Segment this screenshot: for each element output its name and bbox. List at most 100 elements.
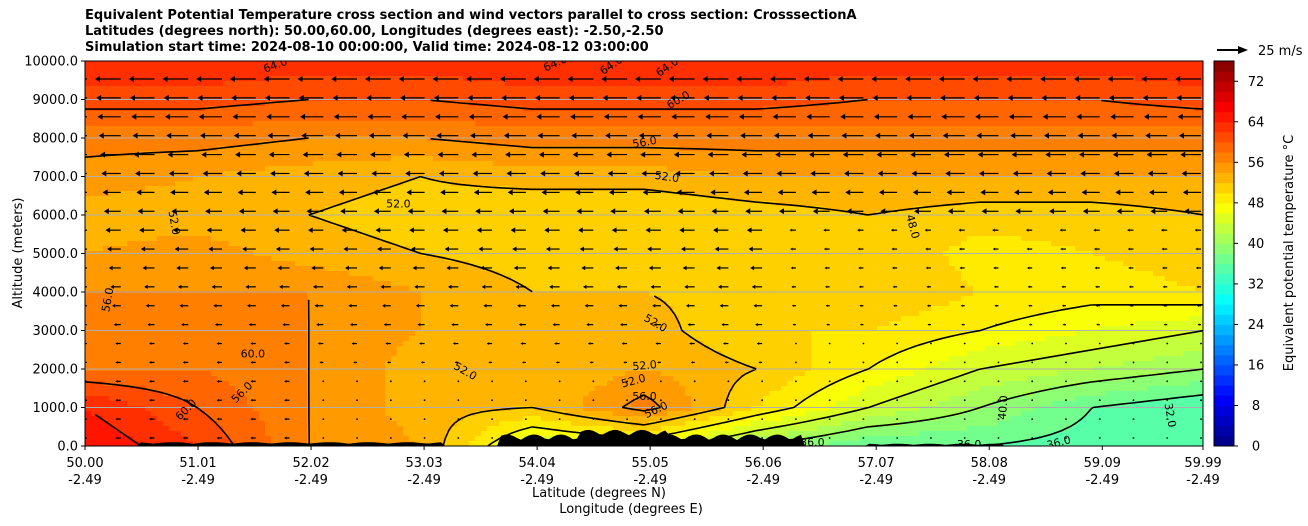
wind-vector-head	[682, 265, 687, 271]
wind-vector-head	[348, 303, 352, 308]
wind-vector-head	[279, 284, 283, 289]
wind-vector-head	[277, 265, 282, 271]
colorbar-level	[1214, 425, 1234, 437]
wind-vector-head	[652, 303, 656, 308]
colorbar-level	[1214, 324, 1234, 336]
wind-vector	[1166, 399, 1169, 402]
wind-vector-head	[102, 189, 108, 196]
contour-label: 52.0	[166, 210, 183, 236]
wind-vector-head	[500, 76, 506, 82]
wind-vector-head	[811, 189, 817, 196]
wind-vector	[1098, 342, 1101, 345]
wind-vector-head	[653, 322, 657, 327]
wind-vector-head	[82, 342, 84, 345]
colorbar-tick-label: 56	[1248, 156, 1265, 171]
wind-vector-head	[250, 417, 253, 421]
wind-vector-head	[549, 284, 553, 289]
wind-vector-head	[1150, 208, 1156, 215]
wind-vector-head	[568, 94, 574, 101]
wind-vector	[930, 399, 932, 402]
wind-vector-head	[305, 189, 311, 196]
wind-vector-head	[713, 227, 718, 233]
wind-vector-head	[165, 113, 171, 120]
colorbar-level	[1214, 344, 1234, 356]
wind-vector-head	[637, 113, 643, 120]
wind-vector-head	[316, 322, 320, 327]
x-tick-label-lat: 52.02	[292, 456, 329, 471]
wind-vector-head	[755, 322, 758, 327]
wind-vector-head	[960, 304, 963, 307]
wind-vector-head	[472, 170, 478, 177]
wind-vector	[693, 399, 696, 402]
wind-vector	[558, 418, 561, 421]
colorbar-level	[1214, 71, 1234, 82]
wind-vector-head	[135, 170, 141, 177]
wind-vector-head	[1146, 151, 1152, 158]
wind-vector-head	[773, 132, 779, 139]
wind-vector-head	[243, 265, 248, 271]
wind-vector-head	[584, 303, 588, 308]
colorbar-tick-label: 8	[1252, 399, 1260, 414]
quiver-key: 25 m/s	[1217, 44, 1303, 59]
wind-vector	[727, 399, 730, 402]
x-tick-label-lat: 58.08	[971, 456, 1008, 471]
wind-vector	[1200, 418, 1202, 421]
wind-vector	[828, 437, 831, 439]
wind-vector-head	[333, 113, 339, 120]
wind-vector-head	[172, 227, 178, 233]
wind-vector-head	[657, 361, 660, 364]
wind-vector-head	[417, 322, 421, 327]
quiver-key-label: 25 m/s	[1258, 44, 1303, 59]
wind-vector	[963, 418, 966, 421]
wind-vector-head	[1062, 323, 1065, 326]
x-tick-label-lat: 51.01	[179, 456, 216, 471]
wind-vector-head	[1081, 189, 1087, 196]
wind-vector-head	[608, 189, 614, 196]
wind-vector-head	[911, 170, 917, 177]
wind-vector-head	[115, 436, 118, 440]
wind-vector-head	[238, 208, 244, 215]
wind-vector-head	[284, 360, 287, 364]
wind-vector	[1166, 437, 1169, 439]
wind-vector-head	[113, 322, 117, 327]
wind-vector	[659, 437, 662, 439]
wind-vector-head	[284, 379, 287, 383]
wind-vector-head	[959, 266, 962, 270]
wind-vector	[558, 437, 561, 439]
colorbar-tick-label: 40	[1248, 237, 1265, 252]
wind-vector-head	[272, 208, 278, 215]
wind-vector	[930, 418, 932, 421]
wind-vector	[491, 437, 493, 439]
wind-vector-head	[1145, 132, 1151, 139]
wind-vector-head	[301, 132, 307, 139]
wind-vector-head	[570, 113, 576, 120]
wind-vector-head	[266, 113, 272, 120]
wind-vector-head	[371, 170, 377, 177]
colorbar-frame	[1213, 60, 1235, 447]
wind-vector	[389, 418, 392, 421]
wind-vector-head	[284, 436, 287, 440]
wind-vector-head	[415, 303, 420, 308]
wind-vector-head	[812, 208, 818, 215]
wind-vector-head	[579, 246, 585, 252]
wind-vector-head	[1175, 76, 1181, 82]
wind-vector-head	[1093, 228, 1097, 232]
wind-vector	[1065, 399, 1067, 402]
wind-vector-head	[1093, 247, 1097, 251]
wind-vector-head	[197, 94, 203, 101]
wind-vector	[795, 418, 797, 421]
y-tick-label: 10000.0	[24, 55, 78, 70]
wind-vector-head	[471, 151, 477, 158]
wind-vector-head	[756, 342, 760, 345]
wind-vector	[1200, 361, 1202, 364]
wind-vector-head	[513, 265, 518, 271]
wind-vector-head	[402, 132, 408, 139]
contour-label: 56.0	[99, 287, 116, 313]
wind-vector-head	[507, 189, 513, 196]
wind-vector-head	[407, 208, 413, 215]
wind-vector-head	[641, 170, 647, 177]
wind-vector-head	[1095, 285, 1098, 289]
wind-vector-head	[1060, 266, 1064, 270]
wind-vector-head	[170, 189, 176, 196]
axes: 0.0 1000.0 2000.0 3000.0 4000.0 5000.0 6000.0 7…	[11, 55, 1222, 518]
